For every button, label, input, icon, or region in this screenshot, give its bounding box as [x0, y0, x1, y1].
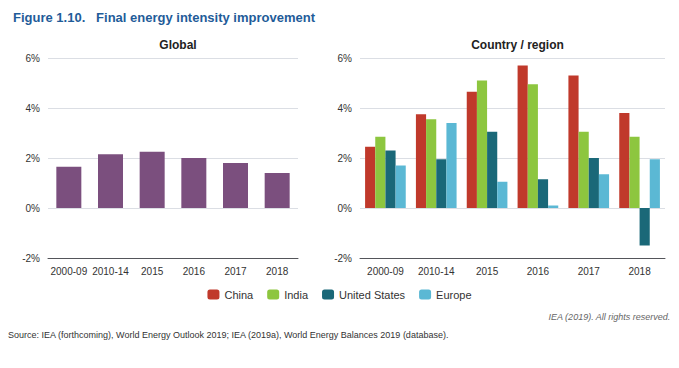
svg-text:2010-14: 2010-14 [418, 266, 455, 277]
svg-text:-2%: -2% [334, 253, 352, 264]
svg-text:2000-09: 2000-09 [50, 266, 87, 277]
svg-text:2016: 2016 [183, 266, 206, 277]
svg-text:2017: 2017 [578, 266, 601, 277]
svg-text:2010-14: 2010-14 [92, 266, 129, 277]
svg-text:2%: 2% [338, 153, 353, 164]
svg-text:India: India [284, 289, 309, 301]
svg-text:2018: 2018 [266, 266, 289, 277]
svg-text:Global: Global [159, 38, 196, 52]
svg-text:-2%: -2% [22, 253, 40, 264]
svg-text:2000-09: 2000-09 [367, 266, 404, 277]
svg-text:Figure 1.10. Final energy in: Figure 1.10. Final energy intensity impr… [13, 10, 316, 25]
svg-text:Country / region: Country / region [471, 38, 564, 52]
svg-text:4%: 4% [26, 103, 41, 114]
svg-text:0%: 0% [26, 203, 41, 214]
svg-text:6%: 6% [26, 53, 41, 64]
svg-text:2016: 2016 [527, 266, 550, 277]
svg-text:6%: 6% [338, 53, 353, 64]
svg-text:0%: 0% [338, 203, 353, 214]
svg-text:Europe: Europe [436, 289, 471, 301]
svg-text:2015: 2015 [141, 266, 164, 277]
svg-text:IEA (2019). All rights reserve: IEA (2019). All rights reserved. [548, 312, 670, 322]
svg-text:Source: IEA (forthcoming), Wor: Source: IEA (forthcoming), World Energy … [8, 330, 448, 340]
svg-text:4%: 4% [338, 103, 353, 114]
svg-text:China: China [224, 289, 254, 301]
svg-text:2015: 2015 [476, 266, 499, 277]
svg-text:2%: 2% [26, 153, 41, 164]
svg-text:2018: 2018 [628, 266, 651, 277]
svg-text:United States: United States [339, 289, 406, 301]
svg-text:2017: 2017 [224, 266, 247, 277]
